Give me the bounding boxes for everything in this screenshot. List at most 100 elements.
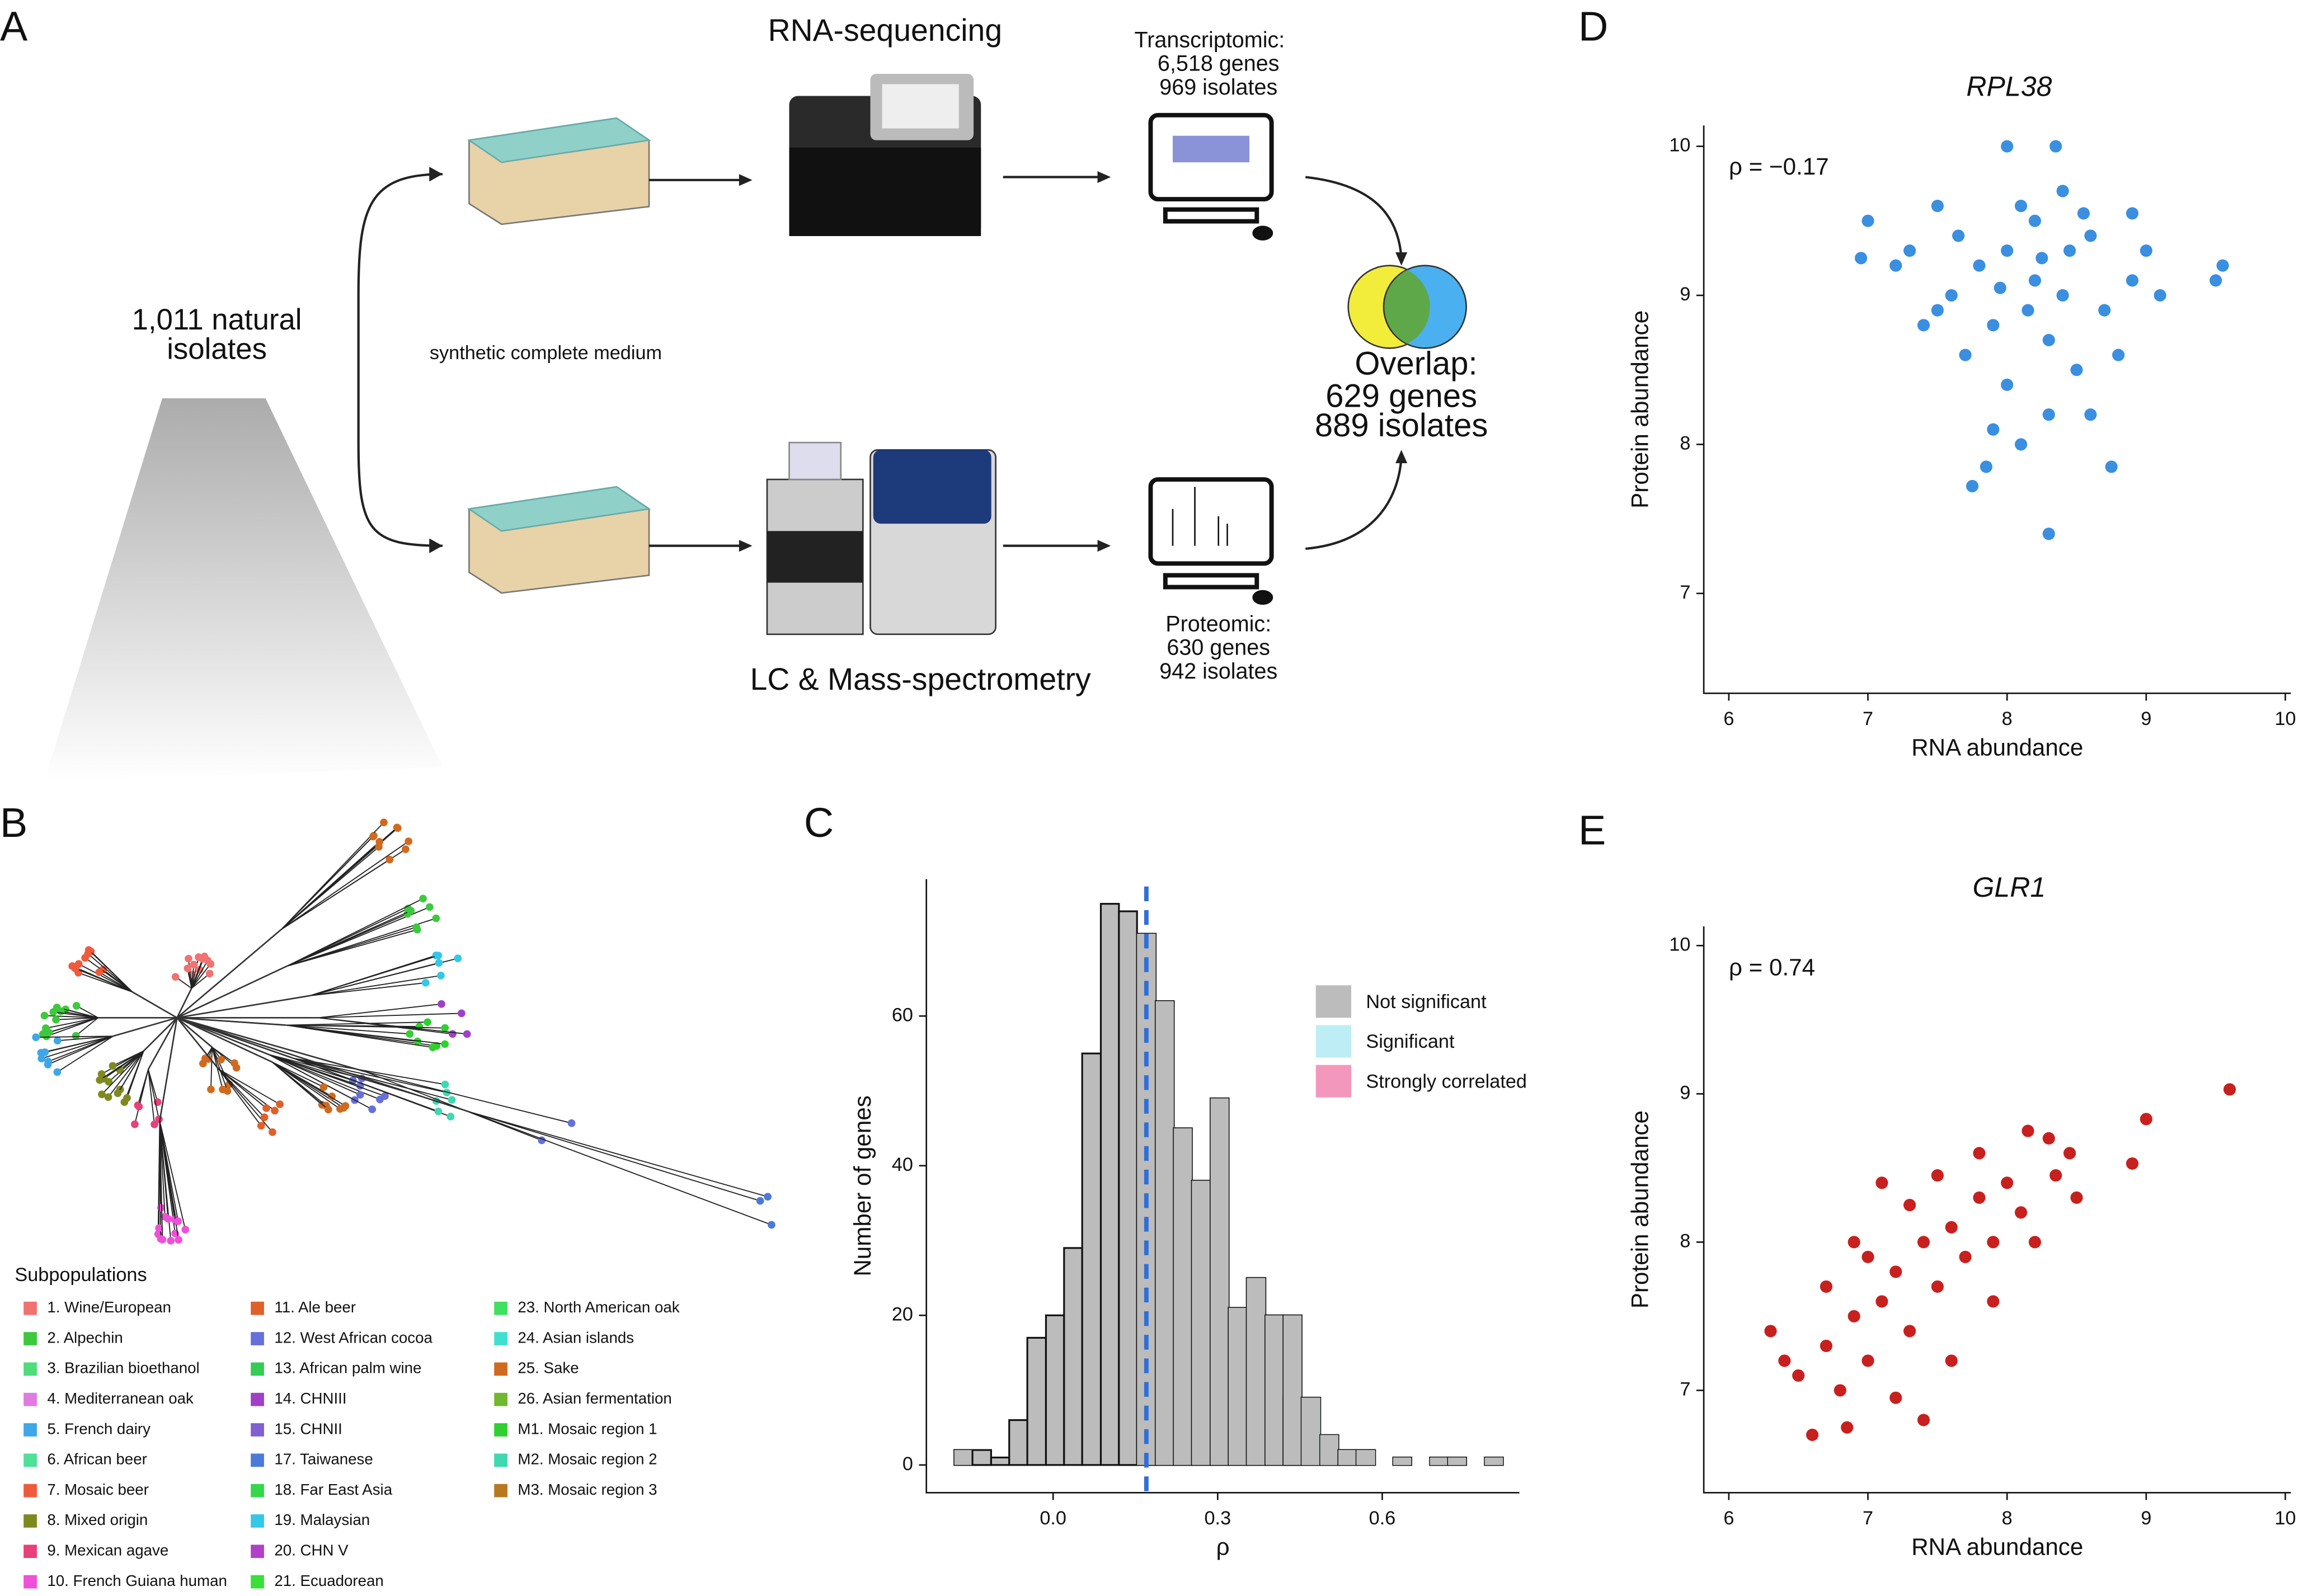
point (1952, 229, 1965, 242)
branch (176, 1017, 272, 1063)
leaf (325, 1105, 332, 1114)
branch (176, 1017, 213, 1048)
point (2014, 200, 2028, 213)
leaf (441, 1024, 449, 1032)
point (1987, 1295, 2000, 1308)
point (1994, 281, 2006, 294)
legend-swatch (494, 1484, 507, 1498)
leaf (271, 1107, 279, 1115)
point (2001, 244, 2014, 257)
leaf (269, 1128, 276, 1136)
x-tick-label: 6 (1723, 708, 1734, 729)
point (2001, 140, 2014, 153)
point (2028, 274, 2042, 287)
plate (467, 486, 651, 594)
annotation: ρ = 0.74 (1729, 954, 1815, 980)
branch (148, 1069, 159, 1120)
point (1959, 1250, 1972, 1263)
y-tick-label: 9 (1680, 1082, 1690, 1103)
branch (285, 1021, 428, 1026)
branch (310, 974, 441, 996)
panel-label: C (804, 799, 834, 846)
point (1980, 460, 1992, 473)
branch (210, 1047, 213, 1090)
leaf (756, 1197, 764, 1205)
leaf (114, 1089, 122, 1098)
charts: Not significant Significant Strongly corre… (849, 71, 2296, 1560)
legend-swatch (251, 1545, 264, 1559)
x-tick-label: 10 (2274, 1508, 2296, 1529)
branch (76, 1005, 98, 1019)
point (1861, 1354, 1874, 1367)
legend-swatch (23, 1362, 37, 1376)
leaf (413, 925, 421, 934)
point (1973, 1191, 1986, 1204)
x-tick-label: 6 (1723, 1508, 1734, 1529)
leaf (199, 955, 206, 963)
branch (211, 1047, 235, 1064)
branch (117, 1051, 144, 1094)
leaf (95, 968, 104, 976)
point (2140, 244, 2152, 257)
leaf (104, 1093, 112, 1101)
legend-label: 10. French Guiana human (47, 1572, 227, 1589)
leaf (567, 1119, 576, 1127)
point (1973, 1147, 1986, 1160)
point (2098, 304, 2111, 317)
branch (176, 1017, 220, 1070)
branch (143, 1017, 178, 1052)
branch (293, 1057, 452, 1101)
bar (971, 1449, 992, 1466)
leaf (37, 1054, 46, 1063)
leaf (437, 972, 445, 980)
bar (1228, 1307, 1247, 1465)
branch (98, 972, 133, 992)
point (1792, 1369, 1805, 1382)
leaf (190, 961, 198, 969)
branch (57, 1035, 114, 1042)
leaf (96, 1076, 104, 1084)
point (2126, 207, 2139, 220)
y-tick-label: 7 (1680, 1378, 1690, 1400)
leaf (185, 954, 192, 963)
branch (218, 1068, 265, 1118)
phylo-tree (32, 818, 775, 1245)
legend-label: 1. Wine/European (47, 1298, 171, 1316)
source-text: 1,011 natural (132, 303, 302, 336)
point (2084, 408, 2097, 421)
branch (191, 960, 208, 989)
point (1959, 349, 1972, 361)
leaf (458, 1009, 466, 1018)
leaf (262, 1104, 270, 1112)
transcriptomic-text: 6,518 genes (1158, 51, 1280, 76)
leaf (231, 1059, 238, 1067)
branch (470, 1112, 768, 1198)
legend-swatch (494, 1423, 507, 1437)
branch (112, 1017, 177, 1037)
leaf (219, 1085, 227, 1094)
leaf (369, 832, 377, 841)
point (2223, 1083, 2236, 1096)
point (2084, 229, 2097, 242)
legend-swatch (23, 1575, 37, 1589)
branch (78, 963, 133, 993)
flow-arrow (649, 176, 1104, 547)
leaf (380, 818, 388, 827)
branch (318, 1017, 467, 1035)
point (1764, 1325, 1777, 1338)
leaf (52, 1015, 60, 1024)
rna-title: RNA-sequencing (768, 13, 1002, 48)
legend-swatch (1315, 1025, 1352, 1058)
panel-label: E (1578, 807, 1606, 853)
annotation: ρ = −0.17 (1729, 153, 1829, 180)
leaf (421, 978, 430, 987)
leaf (53, 1068, 62, 1076)
venn (1347, 265, 1467, 349)
point (2216, 259, 2229, 272)
leaf (109, 1062, 117, 1070)
leaf (441, 1080, 449, 1089)
branch (218, 1068, 267, 1109)
bar (1448, 1457, 1466, 1465)
overlap-text: 889 isolates (1315, 407, 1488, 444)
leaf (441, 1040, 449, 1048)
